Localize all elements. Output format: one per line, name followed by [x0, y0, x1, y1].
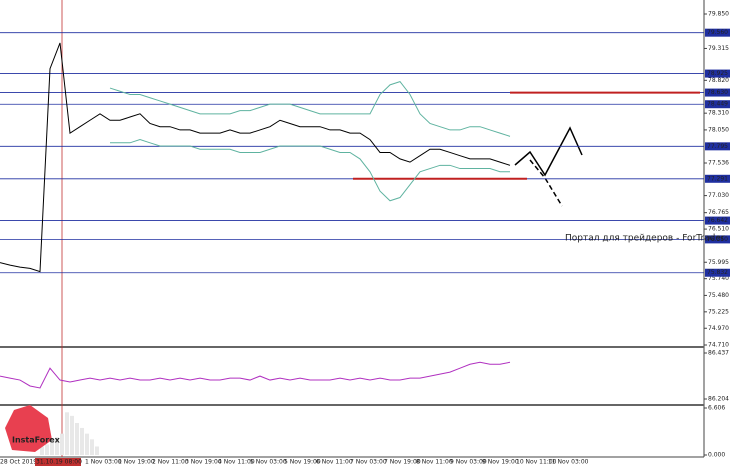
x-tick-label: 1 Nov 19:00: [118, 459, 155, 466]
price-line: [0, 42, 511, 273]
volume-bar: [75, 422, 79, 455]
level-label: 77.291: [707, 175, 728, 182]
volume-bar: [55, 437, 59, 455]
y-tick-label: 77.030: [708, 192, 729, 199]
level-label-box: [705, 235, 730, 244]
x-tick-label: 2 Nov 11:00: [152, 459, 189, 466]
level-label: 78.449: [707, 101, 728, 108]
level-label: 79.560: [707, 29, 728, 36]
watermark: Портал для трейдеров - ForTrader: [565, 234, 725, 244]
level-label-box: [705, 142, 730, 151]
background: [0, 0, 704, 467]
x-tick-label: 10 Nov 11:00: [516, 459, 557, 466]
level-label: 76.642: [707, 217, 728, 224]
bollinger-band: [110, 139, 510, 202]
y-tick-label: 75.740: [708, 275, 729, 282]
x-tick-label: 6 Nov 11:00: [316, 459, 353, 466]
level-label: 76.350: [707, 236, 728, 243]
x-tick-label: 31.10.19 08:00: [36, 459, 82, 466]
y-tick-label: 78.310: [708, 110, 729, 117]
y-tick-label: 86.204: [708, 396, 729, 403]
y-tick-label: 74.970: [708, 325, 729, 332]
level-label-box: [705, 88, 730, 97]
y-tick-label: 76.510: [708, 226, 729, 233]
y-tick-label: 79.315: [708, 45, 729, 52]
level-label: 78.925: [707, 70, 728, 77]
level-label: 77.795: [707, 143, 728, 150]
y-tick-label: 76.765: [708, 209, 729, 216]
volume-bar: [45, 444, 49, 455]
level-label-box: [705, 268, 730, 277]
level-label-box: [705, 216, 730, 225]
highlight-box: [35, 458, 81, 466]
x-tick-label: 4 Nov 11:00: [218, 459, 255, 466]
volume-bar: [40, 446, 44, 455]
level-label-box: [705, 69, 730, 78]
y-tick-label: 78.820: [708, 77, 729, 84]
y-tick-label: 79.850: [708, 11, 729, 18]
x-tick-label: 11 Nov 03:00: [548, 459, 589, 466]
volume-bar: [80, 427, 84, 455]
price-line: [0, 361, 511, 389]
forecast-arrow: [514, 126, 583, 177]
x-tick-label: 7 Nov 19:00: [384, 459, 421, 466]
y-tick-label: 78.050: [708, 126, 729, 133]
level-label-box: [705, 174, 730, 183]
level-label-box: [705, 100, 730, 109]
y-tick-label: 77.536: [708, 160, 729, 167]
x-tick-label: 8 Nov 11:00: [416, 459, 453, 466]
x-tick-label: 5 Nov 03:00: [250, 459, 287, 466]
x-tick-label: 9 Nov 03:00: [450, 459, 487, 466]
logo-text: InstaForex: [12, 436, 61, 445]
volume-bar: [70, 415, 74, 455]
y-tick-label: 74.710: [708, 342, 729, 349]
volume-bar: [90, 439, 94, 455]
volume-bar: [50, 440, 54, 455]
volume-bar: [65, 412, 69, 455]
y-tick-label: 75.480: [708, 292, 729, 299]
x-tick-label: 28 Oct 2019: [0, 459, 37, 466]
y-tick-label: 0.000: [708, 452, 725, 459]
x-tick-label: 3 Nov 19:00: [185, 459, 222, 466]
level-label-box: [705, 28, 730, 37]
y-tick-label: 86.437: [708, 350, 729, 357]
level-label: 75.832: [707, 269, 728, 276]
y-tick-label: 75.995: [708, 259, 729, 266]
x-tick-label: 5 Nov 19:00: [284, 459, 321, 466]
volume-bar: [85, 433, 89, 455]
x-tick-label: 7 Nov 03:00: [350, 459, 387, 466]
bollinger-band: [109, 81, 511, 137]
y-tick-label: 75.225: [708, 308, 729, 315]
x-tick-label: 1 Nov 03:00: [85, 459, 122, 466]
level-label: 78.630: [707, 89, 728, 96]
logo-shape: [5, 405, 52, 452]
volume-bar: [60, 433, 64, 455]
x-tick-label: 9 Nov 19:00: [482, 459, 519, 466]
y-tick-label: 6.606: [708, 405, 725, 412]
volume-bar: [95, 446, 99, 455]
